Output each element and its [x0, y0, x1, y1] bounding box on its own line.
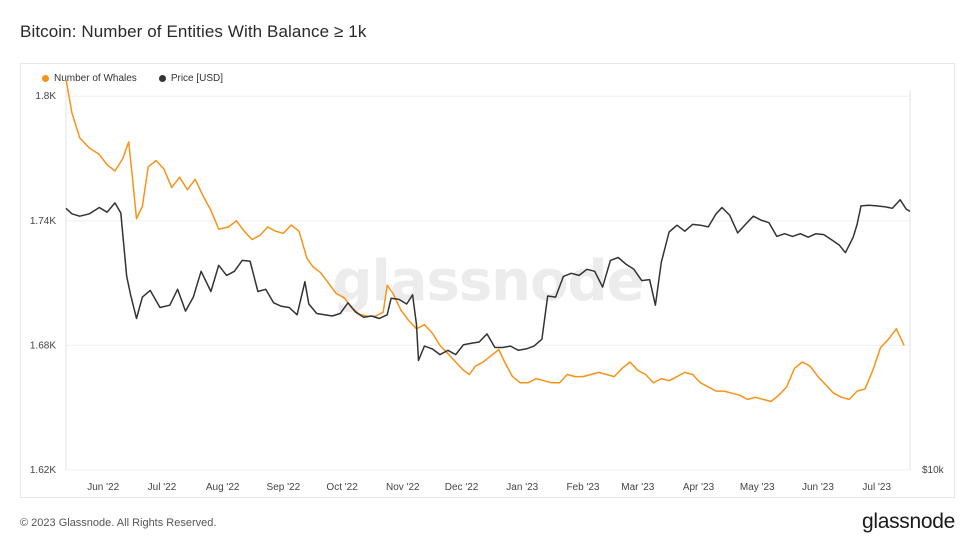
- series-layer: [65, 79, 911, 403]
- y-tick-label: 1.68K: [30, 340, 56, 351]
- whales-series-line: [65, 79, 905, 403]
- glassnode-logo: glassnode: [861, 510, 955, 533]
- x-tick-label: Nov '22: [386, 482, 420, 493]
- chart-frame: [20, 63, 955, 498]
- x-tick-label: Aug '22: [206, 482, 240, 493]
- x-tick-label: Jun '22: [87, 482, 119, 493]
- y-right-tick-label: $10k: [922, 465, 945, 476]
- price-series-line: [65, 199, 911, 362]
- x-tick-label: Feb '23: [566, 482, 599, 493]
- legend-label-whales: Number of Whales: [54, 73, 137, 84]
- watermark: glassnode: [332, 249, 643, 314]
- x-tick-label: Apr '23: [683, 482, 715, 493]
- x-tick-label: Sep '22: [267, 482, 301, 493]
- legend: Number of Whales Price [USD]: [42, 73, 223, 84]
- axis-layer: 1.62K 1.68K 1.74K 1.8K $10k Jun '22 Jul '22 Aug…: [30, 90, 945, 493]
- legend-item-whales[interactable]: Number of Whales: [42, 73, 137, 84]
- grid-layer: [66, 95, 910, 471]
- x-tick-label: Jul '22: [148, 482, 177, 493]
- legend-label-price: Price [USD]: [170, 73, 224, 84]
- x-tick-label: May '23: [740, 482, 775, 493]
- x-tick-label: Jul '23: [862, 482, 891, 493]
- x-tick-label: Jan '23: [506, 482, 538, 493]
- y-tick-label: 1.8K: [35, 91, 56, 102]
- x-tick-label: Oct '22: [326, 482, 358, 493]
- x-tick-label: Dec '22: [445, 482, 479, 493]
- legend-item-price[interactable]: Price [USD]: [158, 73, 224, 84]
- copyright-text: © 2023 Glassnode. All Rights Reserved.: [20, 517, 217, 529]
- y-tick-label: 1.74K: [30, 216, 56, 227]
- x-tick-label: Jun '23: [802, 482, 834, 493]
- x-tick-label: Mar '23: [621, 482, 654, 493]
- legend-dot-whales: [42, 75, 49, 82]
- page-title: Bitcoin: Number of Entities With Balance…: [20, 22, 367, 41]
- legend-dot-price: [158, 75, 166, 82]
- y-tick-label: 1.62K: [30, 465, 56, 476]
